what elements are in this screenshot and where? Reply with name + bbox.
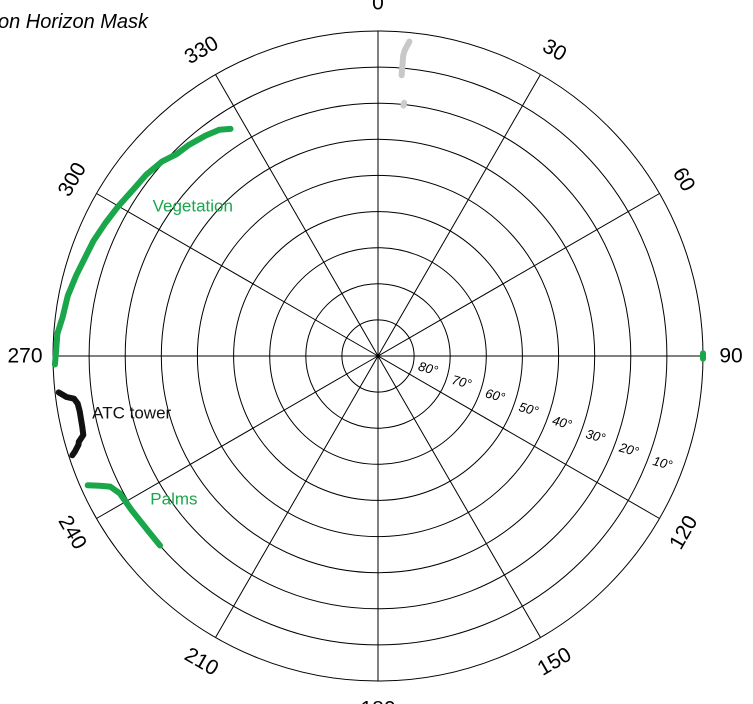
azimuth-label-180: 180 [360,698,395,704]
azimuth-label-330: 330 [181,32,223,69]
elevation-label-70: 70° [450,372,473,392]
azimuth-spoke-150 [377,355,541,638]
annotation-vegetation: Vegetation [153,197,233,216]
azimuth-spoke-120 [377,355,660,519]
series-annotations: Vegetation ATC tower Palms [92,197,233,509]
elevation-label-10: 10° [651,453,674,473]
azimuth-label-150: 150 [534,643,576,680]
azimuth-spoke-60 [377,193,660,357]
series-line-unlabeled-3 [398,38,413,79]
elevation-tick-labels: 80° 70° 60° 50° 40° 30° 20° 10° [417,359,674,473]
azimuth-spoke-330 [215,74,379,357]
azimuth-spoke-210 [215,355,379,638]
series-line-palms [84,482,163,549]
azimuth-label-0: 0 [372,0,384,15]
horizon-mask-series [51,38,706,549]
annotation-palms: Palms [150,489,197,508]
azimuth-label-60: 60 [668,164,700,196]
azimuth-label-240: 240 [54,512,91,554]
azimuth-label-90: 90 [719,345,742,368]
series-line-vegetation [51,125,234,368]
series-line-atc-tower [55,389,87,459]
elevation-label-30: 30° [584,426,607,446]
elevation-label-60: 60° [484,386,507,406]
elevation-label-80: 80° [417,359,440,379]
azimuth-tick-labels: 0 30 60 90 120 150 180 210 240 270 300 330 [7,0,742,704]
azimuth-label-270: 270 [7,345,42,368]
azimuth-spoke-300 [96,193,379,357]
annotation-atc-tower: ATC tower [92,403,171,422]
azimuth-label-300: 300 [54,159,91,201]
azimuth-spoke-240 [96,355,379,519]
azimuth-label-210: 210 [181,643,223,680]
azimuth-spoke-30 [377,74,541,357]
chart-title: on Horizon Mask [0,11,149,33]
azimuth-label-30: 30 [539,35,571,67]
series-line-unlabeled-4 [400,99,408,109]
azimuth-spokes [53,31,703,681]
elevation-label-20: 20° [617,439,641,459]
azimuth-label-120: 120 [665,512,702,554]
elevation-label-50: 50° [517,399,540,419]
elevation-label-40: 40° [551,413,574,433]
